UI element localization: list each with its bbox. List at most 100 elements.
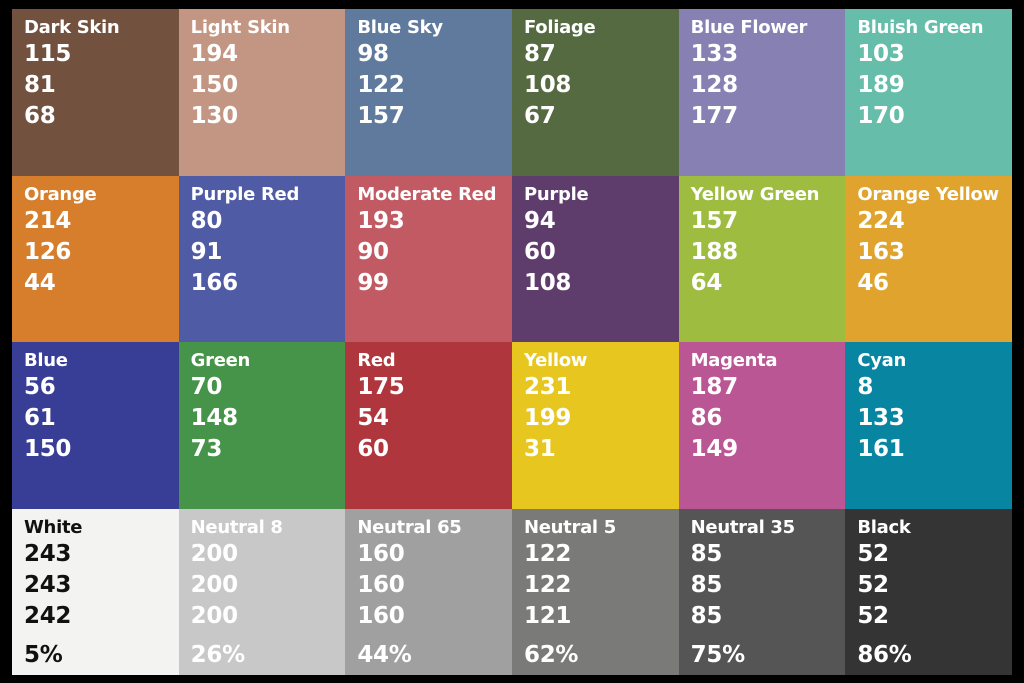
patch-name: Blue Flower — [690, 17, 808, 38]
patch-light-skin: Light Skin 194 150 130 — [178, 9, 346, 176]
patch-green-value: 199 — [524, 405, 572, 431]
patch-red-value: 243 — [24, 540, 72, 567]
patch-blue-value: 149 — [690, 436, 738, 462]
patch-bluish-green: Bluish Green 103 189 170 — [845, 9, 1012, 176]
patch-red-value: 122 — [524, 540, 572, 567]
patch-moderate-red: Moderate Red 193 90 99 — [345, 175, 512, 342]
patch-blue-value: 157 — [357, 103, 405, 129]
patch-green-value: 126 — [24, 238, 72, 265]
patch-name: Orange Yellow — [857, 183, 999, 205]
patch-name: Blue — [24, 350, 68, 371]
patch-blue-value: 121 — [524, 602, 572, 629]
patch-green-value: 85 — [690, 571, 723, 598]
patch-neutral-8: Neutral 8 200 200 200 26% — [178, 508, 346, 675]
patch-blue-flower: Blue Flower 133 128 177 — [678, 9, 846, 176]
patch-green-value: 122 — [524, 571, 572, 598]
patch-name: Green — [190, 350, 251, 371]
patch-orange: Orange 214 126 44 — [12, 175, 179, 342]
patch-red-value: 224 — [857, 207, 905, 234]
patch-percentage: 44% — [357, 642, 412, 668]
patch-percentage: 62% — [524, 642, 579, 668]
patch-red-value: 80 — [190, 207, 223, 234]
patch-name: Black — [857, 516, 911, 538]
patch-blue-value: 46 — [857, 269, 889, 296]
patch-blue-value: 166 — [190, 269, 238, 296]
patch-red-value: 85 — [690, 540, 723, 567]
patch-blue-value: 160 — [357, 602, 405, 629]
patch-red-value: 187 — [690, 374, 738, 400]
patch-green-value: 90 — [357, 238, 389, 265]
patch-blue-sky: Blue Sky 98 122 157 — [345, 9, 512, 176]
patch-percentage: 86% — [857, 642, 912, 668]
patch-green-value: 86 — [690, 405, 723, 431]
patch-blue-value: 67 — [524, 103, 556, 129]
patch-blue-value: 242 — [24, 602, 72, 629]
patch-green-value: 61 — [24, 405, 56, 431]
patch-blue-value: 177 — [690, 103, 738, 129]
patch-name: Neutral 5 — [524, 516, 616, 538]
patch-blue: Blue 56 61 150 — [12, 342, 179, 509]
patch-name: Orange — [24, 183, 97, 205]
patch-blue-value: 85 — [690, 602, 723, 629]
patch-green-value: 243 — [24, 571, 72, 598]
patch-green-value: 200 — [190, 571, 238, 598]
patch-green-value: 54 — [357, 405, 389, 431]
patch-name: Neutral 8 — [190, 516, 283, 538]
patch-name: Foliage — [524, 17, 596, 38]
patch-blue-value: 200 — [190, 602, 238, 629]
patch-neutral-5: Neutral 5 122 122 121 62% — [512, 508, 679, 675]
patch-red-value: 214 — [24, 207, 72, 234]
patch-name: Yellow — [524, 350, 588, 371]
patch-name: Light Skin — [190, 17, 290, 38]
patch-name: Cyan — [857, 350, 907, 371]
patch-red: Red 175 54 60 — [345, 342, 512, 509]
patch-percentage: 75% — [690, 642, 745, 668]
patch-name: Purple — [524, 183, 589, 205]
patch-magenta: Magenta 187 86 149 — [678, 342, 846, 509]
patch-red-value: 87 — [524, 41, 556, 67]
patch-name: Neutral 65 — [357, 516, 462, 538]
patch-red-value: 103 — [857, 41, 905, 67]
patch-red-value: 56 — [24, 374, 56, 400]
patch-green-value: 160 — [357, 571, 405, 598]
patch-blue-value: 64 — [690, 269, 723, 296]
patch-yellow-green: Yellow Green 157 188 64 — [678, 175, 846, 342]
patch-name: Neutral 35 — [690, 516, 796, 538]
patch-purple: Purple 94 60 108 — [512, 175, 679, 342]
patch-cyan: Cyan 8 133 161 — [845, 342, 1012, 509]
patch-black: Black 52 52 52 86% — [845, 508, 1012, 675]
patch-name: Purple Red — [190, 183, 300, 205]
patch-red-value: 8 — [857, 374, 874, 400]
patch-green-value: 189 — [857, 72, 905, 98]
patch-neutral-65: Neutral 65 160 160 160 44% — [345, 508, 512, 675]
patch-green-value: 148 — [190, 405, 238, 431]
patch-red-value: 133 — [690, 41, 738, 67]
patch-percentage: 5% — [24, 642, 63, 668]
patch-blue-value: 108 — [524, 269, 572, 296]
patch-red-value: 52 — [857, 540, 889, 567]
patch-name: Dark Skin — [24, 17, 120, 38]
patch-green-value: 128 — [690, 72, 738, 98]
patch-red-value: 98 — [357, 41, 389, 67]
patch-percentage: 26% — [190, 642, 245, 668]
patch-blue-value: 44 — [24, 269, 56, 296]
patch-blue-value: 161 — [857, 436, 905, 462]
patch-neutral-35: Neutral 35 85 85 85 75% — [678, 508, 846, 675]
patch-red-value: 94 — [524, 207, 556, 234]
patch-green-value: 150 — [190, 72, 238, 98]
patch-blue-value: 60 — [357, 436, 389, 462]
patch-green: Green 70 148 73 — [178, 342, 346, 509]
patch-red-value: 157 — [690, 207, 738, 234]
patch-red-value: 115 — [24, 41, 72, 67]
color-checker-grid: Dark Skin 115 81 68 Light Skin 194 150 1… — [12, 9, 1012, 675]
patch-green-value: 60 — [524, 238, 556, 265]
patch-white: White 243 243 242 5% — [12, 508, 179, 675]
patch-name: Magenta — [690, 350, 778, 371]
patch-dark-skin: Dark Skin 115 81 68 — [12, 9, 179, 176]
patch-name: Red — [357, 350, 396, 371]
patch-blue-value: 31 — [524, 436, 556, 462]
patch-red-value: 160 — [357, 540, 405, 567]
patch-name: Yellow Green — [690, 183, 820, 205]
patch-blue-value: 68 — [24, 103, 56, 129]
patch-green-value: 188 — [690, 238, 738, 265]
